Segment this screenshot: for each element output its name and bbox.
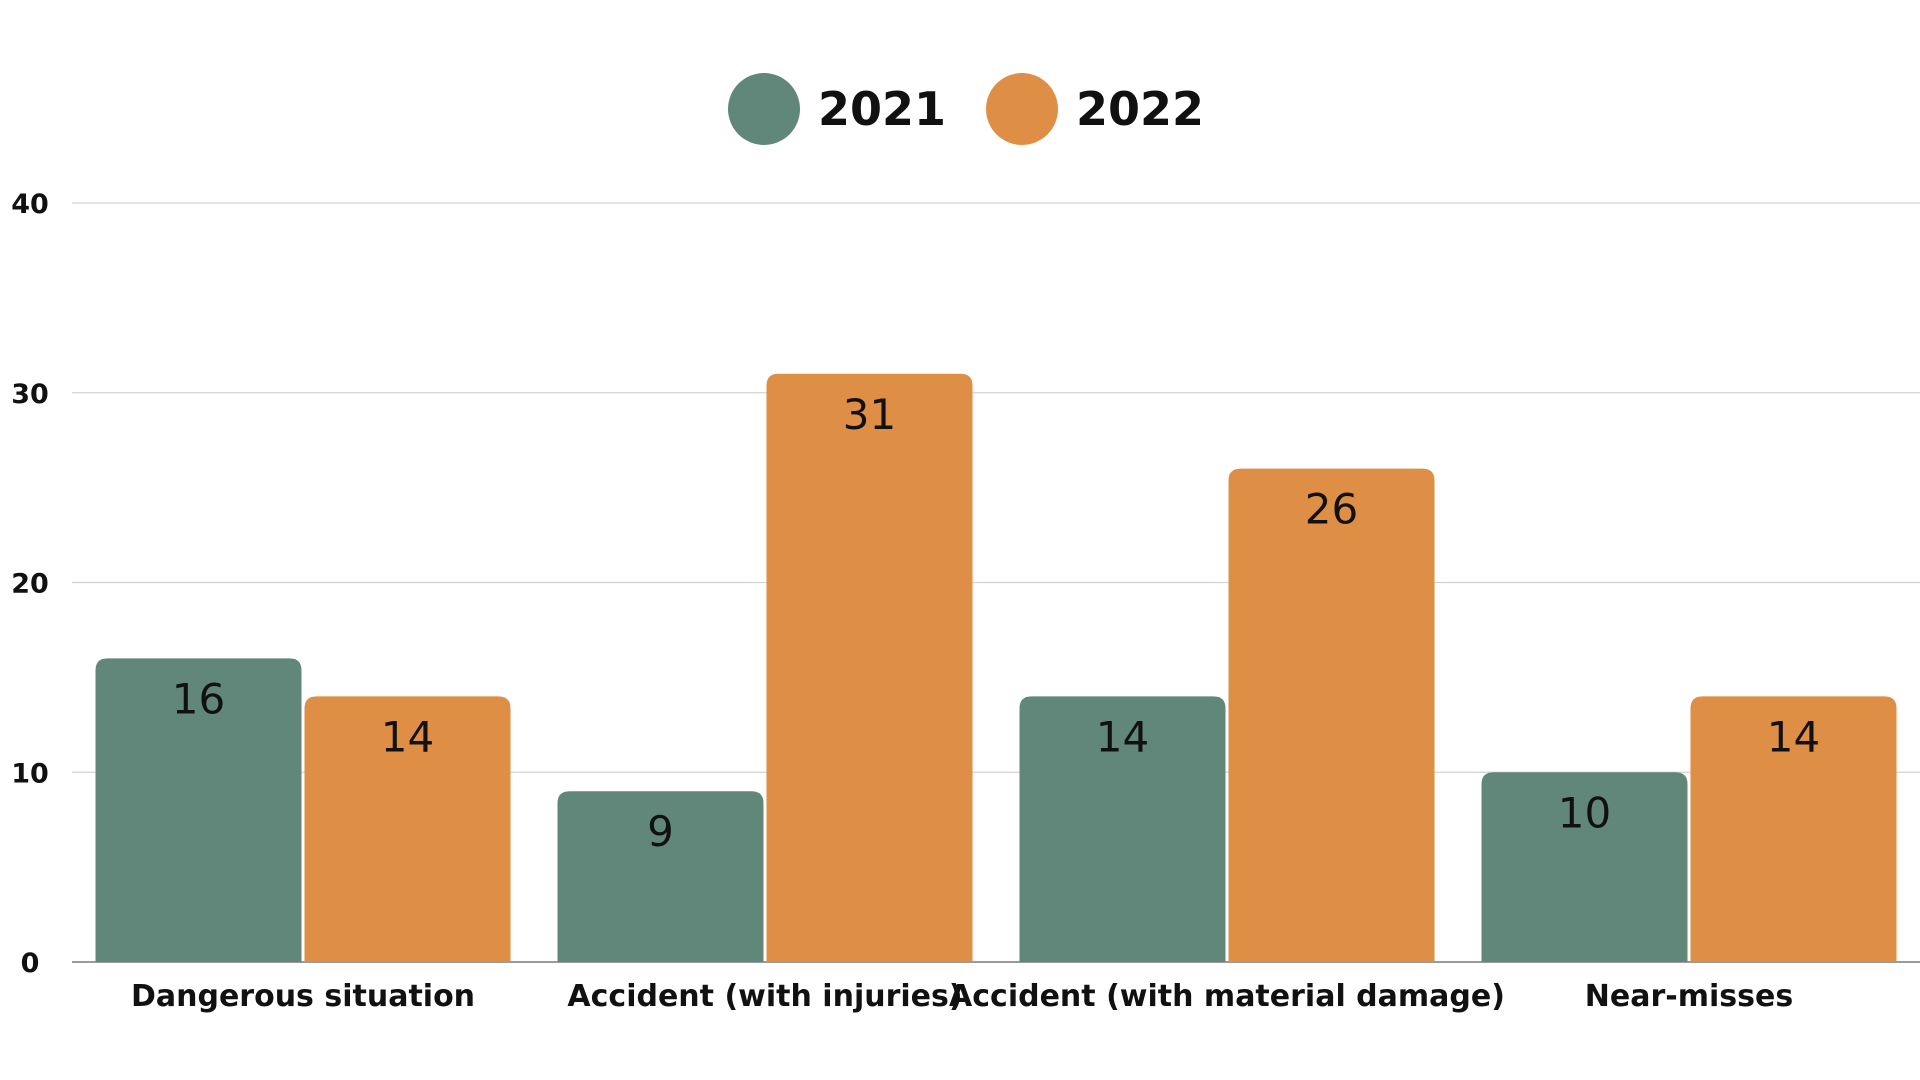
bar-2021 [95,658,302,962]
x-tick-label: Near-misses [1585,979,1793,1014]
data-label: 16 [172,674,225,723]
data-label: 31 [843,390,896,439]
bar-2021 [557,791,764,962]
data-label: 9 [647,807,674,856]
x-tick-label: Dangerous situation [131,979,475,1014]
y-axis: 0 10 20 30 40 [11,189,49,979]
data-label: 14 [381,712,434,761]
y-tick-label: 30 [11,379,49,410]
legend-marker-2022 [986,73,1058,145]
bar-2022 [304,696,511,962]
bar-2022 [1690,696,1897,962]
y-tick-label: 0 [21,948,40,979]
bar-2022 [1228,468,1435,962]
legend-label: 2021 [818,82,946,136]
x-tick-label: Accident (with material damage) [949,979,1505,1014]
bar-2021 [1019,696,1226,962]
legend-marker-2021 [728,73,800,145]
x-axis: Dangerous situation Accident (with injuri… [131,979,1793,1014]
data-label: 14 [1767,712,1820,761]
legend-label: 2022 [1076,82,1204,136]
y-tick-label: 10 [11,758,49,789]
bars [95,373,1897,962]
data-label: 26 [1305,485,1358,534]
data-label: 10 [1558,788,1611,837]
data-labels: 16 14 9 31 14 26 10 14 [172,390,1820,856]
y-tick-label: 40 [11,189,49,220]
data-label: 14 [1096,712,1149,761]
y-tick-label: 20 [11,569,49,600]
x-tick-label: Accident (with injuries) [567,979,962,1014]
legend: 2021 2022 [728,73,1204,145]
bar-2021 [1481,772,1688,962]
bar-2022 [766,373,973,962]
